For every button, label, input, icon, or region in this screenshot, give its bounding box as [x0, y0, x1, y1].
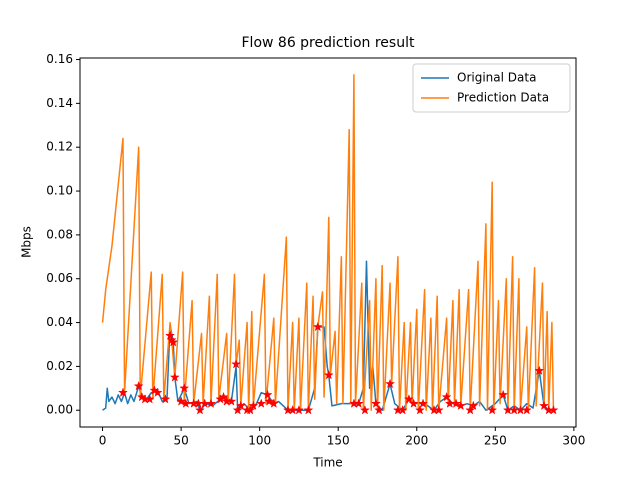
- marker-star: [418, 398, 429, 408]
- marker-star: [433, 404, 444, 415]
- y-tick-label: 0.08: [46, 227, 73, 241]
- marker-star: [374, 404, 385, 415]
- y-tick-label: 0.06: [46, 271, 73, 285]
- marker-star: [521, 404, 532, 415]
- x-tick-label: 250: [484, 434, 507, 448]
- marker-star: [487, 404, 498, 415]
- y-tick-label: 0.12: [46, 140, 73, 154]
- marker-star: [534, 365, 545, 376]
- marker-star: [312, 321, 323, 332]
- marker-star: [293, 404, 304, 415]
- marker-star: [303, 404, 314, 415]
- marker-star: [370, 398, 381, 408]
- x-tick-label: 50: [173, 434, 188, 448]
- marker-star: [403, 394, 414, 404]
- marker-star: [353, 398, 364, 408]
- marker-star: [359, 404, 370, 415]
- marker-star: [117, 387, 128, 397]
- marker-star: [218, 391, 229, 402]
- marker-star: [465, 404, 476, 415]
- y-tick-label: 0.00: [46, 403, 73, 417]
- y-tick-label: 0.10: [46, 184, 73, 198]
- x-tick-label: 300: [562, 434, 585, 448]
- marker-star: [264, 396, 275, 406]
- marker-star: [160, 394, 171, 404]
- marker-star: [245, 404, 256, 415]
- marker-star: [176, 396, 187, 406]
- marker-star: [455, 400, 466, 411]
- marker-star: [248, 400, 259, 411]
- y-tick-label: 0.02: [46, 359, 73, 373]
- y-tick-label: 0.04: [46, 315, 73, 329]
- legend-label: Prediction Data: [457, 91, 549, 105]
- marker-star: [441, 391, 452, 402]
- marker-star: [152, 387, 163, 397]
- y-axis-label: Mbps: [20, 226, 34, 258]
- marker-star: [268, 398, 279, 408]
- marker-star: [226, 396, 237, 406]
- marker-star: [194, 404, 205, 415]
- marker-star: [451, 398, 462, 408]
- marker-star: [498, 389, 509, 400]
- marker-star: [205, 398, 216, 408]
- marker-star: [232, 404, 243, 415]
- marker-star: [144, 394, 155, 404]
- x-tick-label: 0: [99, 434, 107, 448]
- x-tick-label: 150: [327, 434, 350, 448]
- marker-star: [397, 404, 408, 415]
- marker-star: [231, 358, 242, 369]
- marker-star: [168, 337, 179, 347]
- marker-star: [165, 330, 176, 340]
- marker-star: [262, 389, 273, 400]
- marker-star: [169, 372, 180, 382]
- marker-star: [539, 400, 550, 411]
- marker-star: [468, 400, 479, 411]
- marker-star: [408, 398, 419, 408]
- y-tick-label: 0.16: [46, 52, 73, 66]
- plot-frame: [79, 57, 577, 428]
- marker-star: [414, 404, 425, 415]
- x-tick-label: 200: [405, 434, 428, 448]
- legend-label: Original Data: [457, 71, 536, 85]
- x-axis-label: Time: [312, 456, 342, 470]
- marker-star: [323, 369, 334, 380]
- chart-title: Flow 86 prediction result: [242, 35, 415, 51]
- marker-star: [235, 400, 246, 411]
- marker-star: [133, 380, 144, 391]
- marker-star: [179, 383, 190, 393]
- data-line: [101, 74, 555, 411]
- marker-star: [385, 378, 396, 389]
- legend-box: [412, 63, 571, 113]
- y-tick-label: 0.14: [46, 96, 73, 110]
- marker-star: [256, 398, 267, 408]
- marker-star: [548, 404, 559, 415]
- x-tick-label: 100: [248, 434, 271, 448]
